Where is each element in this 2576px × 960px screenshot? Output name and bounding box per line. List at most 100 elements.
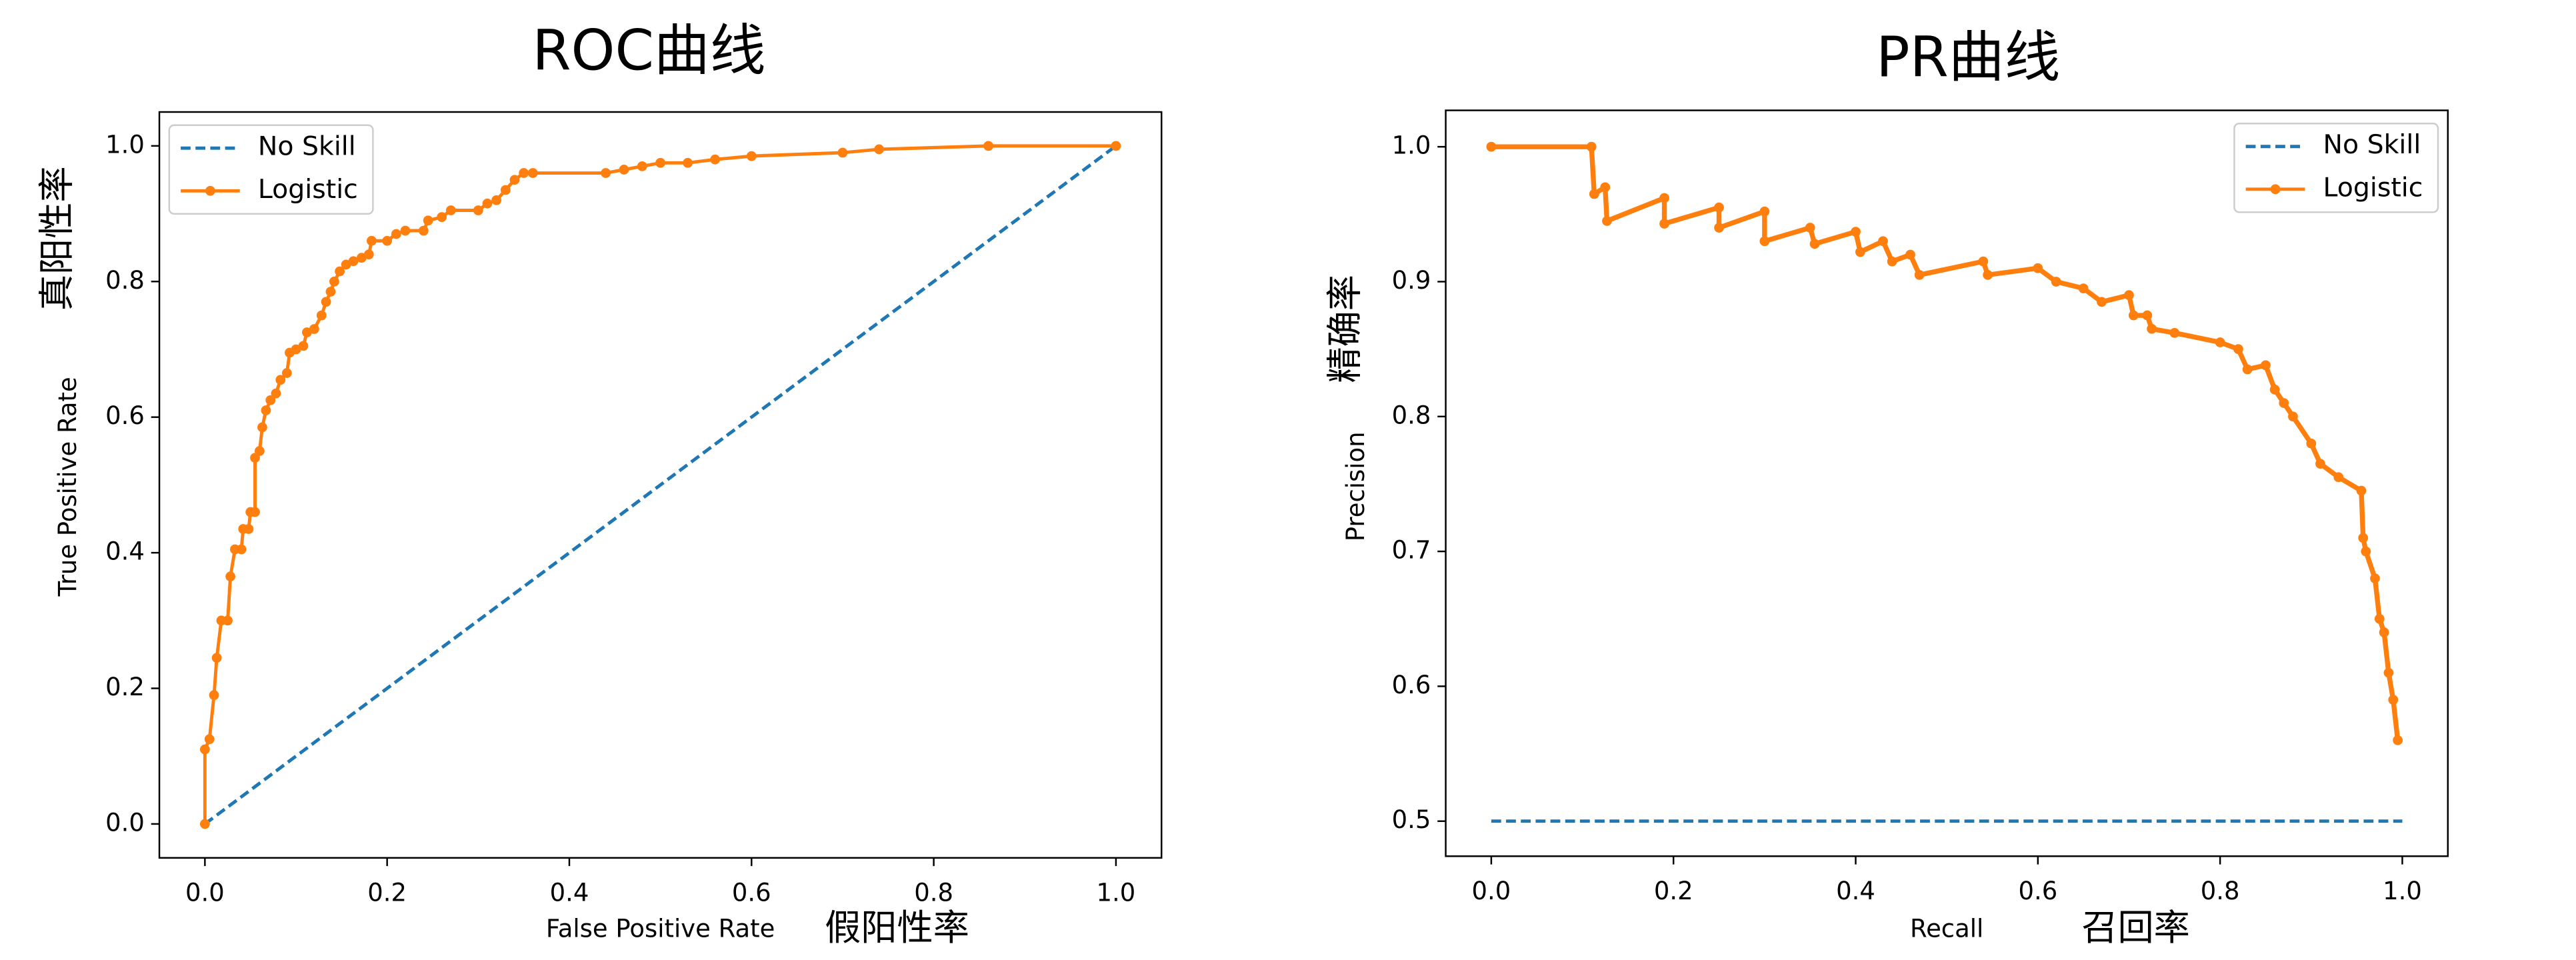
plot-frame <box>158 111 1163 859</box>
point <box>1878 236 1888 247</box>
point <box>437 212 447 223</box>
point <box>423 215 433 226</box>
legend-label: No Skill <box>2323 129 2421 160</box>
y-tick-label: 0.7 <box>1392 536 1431 565</box>
point <box>983 141 993 151</box>
point <box>1486 141 1497 152</box>
y-tick-label: 0.8 <box>1392 401 1431 429</box>
point <box>261 405 271 415</box>
point <box>710 154 721 165</box>
x-tick-label: 0.0 <box>1472 877 1511 905</box>
point <box>519 168 529 178</box>
point <box>1887 256 1897 267</box>
point <box>482 198 493 209</box>
y-tick-label: 0.4 <box>105 537 145 566</box>
point <box>1111 141 1121 151</box>
point <box>257 422 267 433</box>
point <box>209 690 219 701</box>
y-tick-label: 0.6 <box>1392 671 1431 699</box>
point <box>655 157 666 168</box>
point <box>1809 239 1820 249</box>
point <box>265 395 276 405</box>
point <box>2279 398 2289 408</box>
point <box>2306 438 2317 449</box>
y-tick-label: 1.0 <box>105 130 145 159</box>
x-tick-label: 0.0 <box>185 879 225 907</box>
x-tick-label: 0.6 <box>2018 877 2057 905</box>
y-tick-label: 1.0 <box>1392 131 1431 160</box>
x-axis-label: Recall <box>1910 915 1983 943</box>
x-axis-label: False Positive Rate <box>546 915 775 943</box>
point <box>335 266 345 277</box>
x-tick-label: 0.4 <box>1836 877 1875 905</box>
point <box>445 205 456 215</box>
point <box>2358 533 2369 543</box>
point <box>473 205 483 215</box>
point <box>400 225 411 236</box>
x-tick-label: 0.2 <box>367 879 407 907</box>
point <box>1905 249 1915 260</box>
point <box>1714 223 1724 233</box>
point <box>527 168 538 178</box>
point <box>1759 236 1770 247</box>
point <box>281 368 292 378</box>
point <box>2169 327 2180 338</box>
point <box>637 161 647 171</box>
point <box>2333 472 2344 483</box>
x-tick-label: 0.8 <box>914 879 953 907</box>
point <box>1983 269 1993 280</box>
point <box>254 446 265 456</box>
point <box>2078 283 2089 293</box>
point <box>243 524 254 534</box>
point <box>2097 297 2107 307</box>
y-tick-label: 0.6 <box>105 401 145 430</box>
x-tick-label: 1.0 <box>1097 879 1136 907</box>
point <box>2051 277 2061 287</box>
x-tick-label: 0.4 <box>550 879 589 907</box>
y-tick-label: 0.0 <box>105 808 145 837</box>
point <box>225 571 236 582</box>
point <box>491 195 502 205</box>
series-line <box>1491 144 2401 741</box>
point <box>275 375 286 385</box>
point <box>1659 219 1669 229</box>
y-tick-label: 0.8 <box>105 266 145 295</box>
point <box>1586 141 1597 152</box>
point <box>619 165 629 175</box>
point <box>199 819 210 829</box>
chart-title: ROC曲线 <box>532 18 765 83</box>
point <box>199 744 210 755</box>
point <box>236 544 247 555</box>
point <box>1914 269 1925 280</box>
y-tick-label: 0.5 <box>1392 805 1431 834</box>
y-axis-label: Precision <box>1341 431 1370 541</box>
point <box>874 144 885 155</box>
point <box>250 507 260 517</box>
point <box>500 185 511 195</box>
legend-label: No Skill <box>258 131 356 162</box>
point <box>2356 485 2367 496</box>
point <box>2383 667 2394 678</box>
y-tick-label: 0.2 <box>105 673 145 701</box>
y-axis-label-zh: 精确率 <box>1323 275 1365 383</box>
legend-marker <box>2270 184 2281 195</box>
point <box>1714 202 1724 213</box>
point <box>271 388 281 399</box>
point <box>2215 337 2225 347</box>
legend: No Skill Logistic <box>168 124 374 215</box>
point <box>601 168 611 178</box>
point <box>367 235 377 246</box>
point <box>223 615 233 626</box>
legend-label: Logistic <box>258 174 358 205</box>
point <box>2124 290 2134 301</box>
x-tick-label: 1.0 <box>2383 877 2422 905</box>
x-tick-label: 0.8 <box>2201 877 2240 905</box>
point <box>316 310 327 321</box>
y-axis-label: True Positive Rate <box>53 377 82 597</box>
y-axis-label-zh: 真阳性率 <box>35 166 77 311</box>
x-axis-label-zh: 召回率 <box>2081 907 2190 949</box>
point <box>2388 695 2399 705</box>
point <box>1600 182 1611 193</box>
y-tick-label: 0.9 <box>1392 266 1431 295</box>
